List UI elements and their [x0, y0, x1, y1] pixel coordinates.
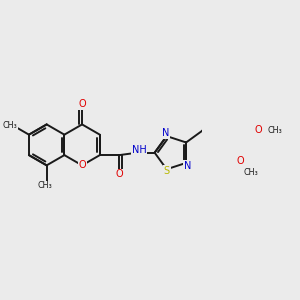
- Text: CH₃: CH₃: [3, 122, 17, 130]
- Text: S: S: [164, 166, 170, 176]
- Text: O: O: [237, 155, 244, 166]
- Text: N: N: [184, 161, 191, 171]
- Text: O: O: [116, 169, 123, 179]
- Text: O: O: [254, 125, 262, 135]
- Text: NH: NH: [132, 145, 147, 155]
- Text: CH₃: CH₃: [37, 181, 52, 190]
- Text: N: N: [161, 128, 169, 138]
- Text: CH₃: CH₃: [267, 126, 282, 135]
- Text: CH₃: CH₃: [244, 168, 259, 177]
- Text: O: O: [78, 160, 86, 170]
- Text: O: O: [78, 99, 86, 109]
